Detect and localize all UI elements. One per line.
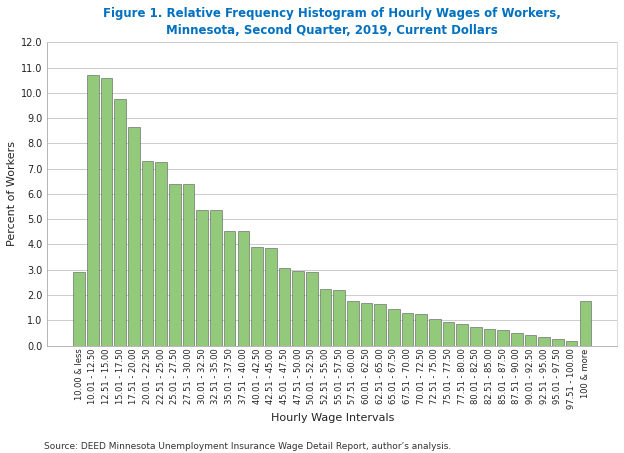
Bar <box>566 341 577 346</box>
Bar <box>306 272 318 346</box>
Bar <box>265 248 276 346</box>
Bar <box>484 329 495 346</box>
Bar <box>333 290 345 346</box>
Bar <box>155 162 167 346</box>
Bar <box>319 289 331 346</box>
Bar <box>197 210 208 346</box>
Bar <box>74 272 85 346</box>
Bar <box>497 330 509 346</box>
Bar <box>511 333 523 346</box>
Y-axis label: Percent of Workers: Percent of Workers <box>7 141 17 246</box>
Bar <box>402 313 413 346</box>
Bar <box>416 314 427 346</box>
Bar <box>128 127 140 346</box>
Bar <box>552 339 564 346</box>
Bar <box>539 337 550 346</box>
Bar <box>278 269 290 346</box>
Bar <box>100 77 112 346</box>
Bar <box>183 184 195 346</box>
Bar <box>388 309 399 346</box>
Bar <box>429 319 441 346</box>
Bar <box>470 327 482 346</box>
Bar <box>374 304 386 346</box>
Bar <box>525 336 537 346</box>
Bar <box>224 231 235 346</box>
Bar <box>251 247 263 346</box>
Text: Source: DEED Minnesota Unemployment Insurance Wage Detail Report, author’s analy: Source: DEED Minnesota Unemployment Insu… <box>44 442 451 451</box>
Bar <box>142 161 154 346</box>
Title: Figure 1. Relative Frequency Histogram of Hourly Wages of Workers,
Minnesota, Se: Figure 1. Relative Frequency Histogram o… <box>104 7 561 37</box>
Bar <box>210 210 222 346</box>
X-axis label: Hourly Wage Intervals: Hourly Wage Intervals <box>271 414 394 424</box>
Bar <box>169 184 181 346</box>
Bar <box>347 301 359 346</box>
Bar <box>361 303 373 346</box>
Bar <box>443 322 454 346</box>
Bar <box>292 271 304 346</box>
Bar <box>456 324 468 346</box>
Bar <box>238 231 249 346</box>
Bar <box>87 75 99 346</box>
Bar <box>580 301 591 346</box>
Bar <box>114 99 126 346</box>
